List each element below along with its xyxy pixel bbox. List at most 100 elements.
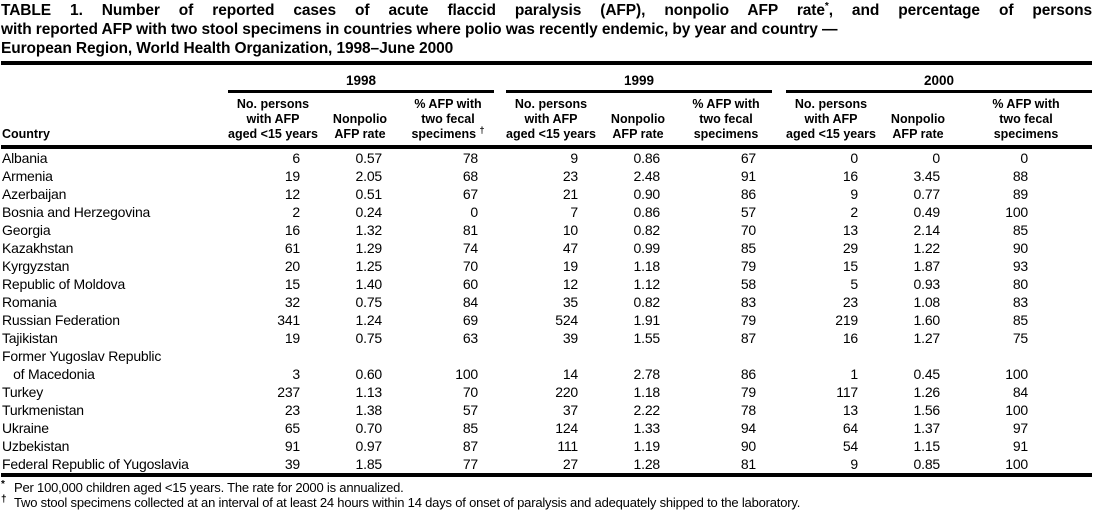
value-cell: 97 [1012, 420, 1028, 436]
table-row: Albania 6 0.57 78 9 0.86 67 0 0 0 [1, 147, 1092, 167]
value-cell: 1.22 [913, 240, 941, 256]
col-header-pct-text: % AFP with two fecal specimens [992, 97, 1060, 141]
value-cell: 39 [284, 456, 300, 472]
value-cell: 0.86 [633, 204, 661, 220]
value-cell: 1.85 [355, 456, 383, 472]
value-cell: 13 [842, 222, 858, 238]
value-cell: 13 [842, 402, 858, 418]
value-cell: 1.37 [913, 420, 941, 436]
table-row: Georgia 16 1.32 81 10 0.82 70 13 2.14 85 [1, 221, 1092, 239]
table-row: Turkey 237 1.13 70 220 1.18 79 117 1.26 84 [1, 383, 1092, 401]
value-cell: 5 [850, 276, 858, 292]
value-cell: 0.51 [355, 186, 383, 202]
value-cell: 86 [740, 186, 756, 202]
footnote-specimens: † Two stool specimens collected at an int… [1, 493, 801, 510]
value-cell: 1.13 [355, 384, 383, 400]
value-cell: 91 [1012, 438, 1028, 454]
value-cell: 89 [1012, 186, 1028, 202]
value-cell: 83 [1012, 294, 1028, 310]
value-cell: 23 [842, 294, 858, 310]
value-cell: 86 [740, 366, 756, 382]
table-row: Kazakhstan 61 1.29 74 47 0.99 85 29 1.22 90 [1, 239, 1092, 257]
value-cell: 219 [835, 312, 858, 328]
value-cell: 2.14 [913, 222, 941, 238]
group-spacer [772, 203, 786, 221]
value-cell: 117 [836, 384, 858, 400]
country-cell: Bosnia and Herzegovina [2, 204, 151, 220]
value-cell: 81 [462, 222, 478, 238]
value-cell: 3.45 [913, 168, 941, 184]
value-cell: 85 [1012, 312, 1028, 328]
table-row: Bosnia and Herzegovina 2 0.24 0 7 0.86 57 2 0.49… [1, 203, 1092, 221]
value-cell: 1.28 [633, 456, 661, 472]
value-cell: 78 [740, 402, 756, 418]
group-spacer [494, 203, 506, 221]
value-cell: 0.60 [355, 366, 383, 382]
value-cell: 0 [850, 150, 858, 166]
group-spacer [494, 239, 506, 257]
footnote-text: Per 100,000 children aged <15 years. The… [14, 480, 404, 495]
value-cell: 1.32 [355, 222, 383, 238]
dagger-marker: † [479, 124, 485, 135]
group-spacer [494, 275, 506, 293]
value-cell: 0.70 [355, 420, 383, 436]
group-spacer [494, 67, 506, 92]
col-header-persons-1998: No. persons with AFP aged <15 years [228, 91, 318, 149]
value-cell: 16 [842, 330, 858, 346]
value-cell: 58 [740, 276, 756, 292]
group-spacer [494, 383, 506, 401]
value-cell: 0.45 [913, 366, 941, 382]
table-row: Armenia 19 2.05 68 23 2.48 91 16 3.45 88 [1, 167, 1092, 185]
table-row: Romania 32 0.75 84 35 0.82 83 23 1.08 83 [1, 293, 1092, 311]
value-cell: 0.86 [633, 150, 661, 166]
value-cell: 0.90 [633, 186, 661, 202]
group-spacer [772, 185, 786, 203]
group-spacer [494, 437, 506, 455]
group-spacer [494, 293, 506, 311]
col-header-pct-text: % AFP with two fecal specimens [692, 97, 760, 141]
group-spacer [772, 257, 786, 275]
value-cell: 54 [842, 438, 858, 454]
value-cell: 15 [842, 258, 858, 274]
group-spacer [494, 185, 506, 203]
value-cell: 1.55 [633, 330, 661, 346]
value-cell: 341 [277, 312, 300, 328]
group-spacer [772, 221, 786, 239]
value-cell: 2.22 [633, 402, 661, 418]
col-header-pct-2000: % AFP with two fecal specimens [960, 91, 1092, 149]
group-spacer [772, 91, 786, 149]
col-header-pct-1998: % AFP with two fecal specimens † [402, 91, 494, 149]
value-cell: 0.24 [355, 204, 383, 220]
value-cell: 74 [462, 240, 478, 256]
group-spacer [494, 147, 506, 167]
value-cell: 21 [562, 186, 578, 202]
country-cell: Azerbaijan [2, 186, 67, 202]
year-header-1999: 1999 [506, 67, 772, 93]
value-cell: 70 [462, 384, 478, 400]
value-cell: 0 [1020, 150, 1028, 166]
value-cell: 1.26 [913, 384, 941, 400]
value-cell: 1.91 [633, 312, 661, 328]
value-cell: 87 [740, 330, 756, 346]
value-cell: 63 [462, 330, 478, 346]
title-line-2: with reported AFP with two stool specime… [1, 21, 838, 38]
value-cell: 0 [470, 204, 478, 220]
value-cell: 237 [277, 384, 300, 400]
value-cell: 35 [562, 294, 578, 310]
footnote-text: Two stool specimens collected at an inte… [14, 495, 801, 510]
table-row: Azerbaijan 12 0.51 67 21 0.90 86 9 0.77 89 [1, 185, 1092, 203]
country-cell: Romania [2, 294, 57, 310]
value-cell: 12 [284, 186, 300, 202]
table-row: Republic of Moldova 15 1.40 60 12 1.12 58 5 0.93… [1, 275, 1092, 293]
value-cell: 0.97 [355, 438, 383, 454]
value-cell: 80 [1012, 276, 1028, 292]
value-cell: 9 [850, 456, 858, 472]
group-spacer [772, 167, 786, 185]
value-cell: 1.18 [633, 384, 661, 400]
table-row: Russian Federation 341 1.24 69 524 1.91 79 219 1… [1, 311, 1092, 329]
value-cell: 83 [740, 294, 756, 310]
group-spacer [494, 311, 506, 329]
value-cell: 1.08 [913, 294, 941, 310]
country-cell: Russian Federation [2, 312, 120, 328]
afp-data-table: 1998 1999 2000 Country No. persons with … [1, 67, 1092, 473]
